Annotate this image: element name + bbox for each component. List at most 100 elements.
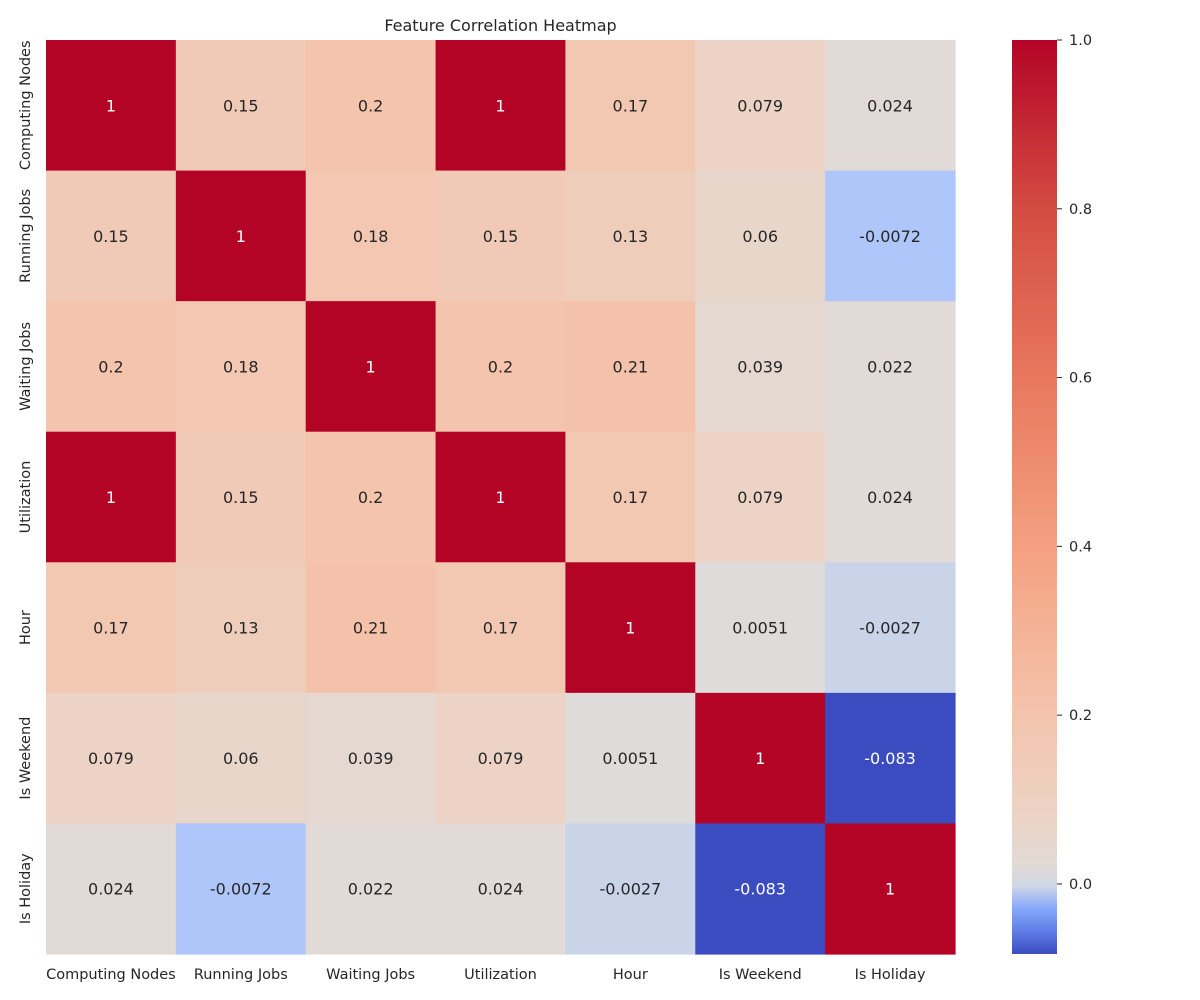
heatmap-cell — [695, 823, 826, 955]
heatmap-cell-label: 0.18 — [353, 227, 389, 246]
heatmap-cell — [305, 823, 437, 955]
column-tick-label: Computing Nodes — [46, 967, 176, 983]
colorbar-tick-label: 0.4 — [1069, 539, 1092, 555]
column-tick-label: Hour — [613, 967, 648, 983]
heatmap-cell — [435, 40, 567, 172]
heatmap-cell — [435, 562, 567, 694]
heatmap-cell-label: 0.15 — [93, 227, 129, 246]
row-tick-label: Is Holiday — [18, 853, 34, 924]
heatmap-cell-label: 0.17 — [613, 488, 649, 507]
chart-title: Feature Correlation Heatmap — [384, 16, 616, 35]
heatmap-cell — [46, 823, 177, 955]
heatmap-cell — [46, 170, 177, 302]
heatmap-cell — [565, 562, 696, 694]
heatmap-cell — [46, 431, 177, 563]
column-tick-labels: Computing Nodes Running Jobs Waiting Jobs U… — [46, 967, 926, 983]
row-tick-label: Utilization — [18, 461, 34, 534]
heatmap-cell — [565, 170, 696, 302]
colorbar-tick-label: 0.2 — [1069, 708, 1092, 724]
heatmap-cell — [825, 562, 956, 694]
heatmap-cell-label: 0.039 — [737, 357, 783, 376]
heatmap-cell — [46, 40, 177, 172]
heatmap-cell-label: -0.083 — [734, 880, 786, 899]
heatmap-cell — [435, 301, 567, 433]
heatmap-cell — [435, 170, 567, 302]
heatmap-cell — [825, 40, 956, 172]
heatmap-cell-label: 0.15 — [223, 488, 259, 507]
column-tick-label: Waiting Jobs — [326, 967, 415, 983]
heatmap-cell-label: 0.06 — [742, 227, 778, 246]
heatmap-cell — [435, 692, 567, 825]
heatmap-cell-label: 1 — [366, 357, 376, 376]
heatmap-cell-label: 1 — [885, 880, 895, 899]
heatmap-cell — [825, 301, 956, 433]
heatmap-cell — [435, 823, 567, 955]
colorbar-tick-label: 1.0 — [1069, 33, 1092, 49]
heatmap-cell-label: 0.06 — [223, 749, 259, 768]
heatmap-cell-label: 0.2 — [358, 96, 383, 115]
row-tick-label: Running Jobs — [18, 189, 34, 283]
heatmap-cell — [565, 823, 696, 955]
heatmap-cell-label: 0.18 — [223, 357, 259, 376]
heatmap-cell-label: 1 — [106, 96, 116, 115]
heatmap-cell — [175, 170, 307, 302]
heatmap-cell — [695, 301, 826, 433]
heatmap-cell — [565, 301, 696, 433]
heatmap-cell-label: 0.079 — [737, 488, 783, 507]
heatmap-cell-label: -0.0027 — [859, 619, 921, 638]
heatmap-cell — [175, 431, 307, 563]
colorbar-gradient — [1012, 40, 1057, 954]
heatmap-cell — [175, 562, 307, 694]
column-tick-label: Is Holiday — [855, 967, 926, 983]
heatmap-cell-label: 0.024 — [88, 880, 134, 899]
column-tick-label: Running Jobs — [194, 967, 288, 983]
heatmap-cell — [825, 823, 956, 955]
heatmap-cell — [825, 170, 956, 302]
heatmap-cell — [305, 170, 437, 302]
column-tick-label: Utilization — [464, 967, 537, 983]
heatmap-cell-label: 0.024 — [867, 488, 913, 507]
heatmap-cell — [695, 40, 826, 172]
heatmap-cell-label: 0.2 — [488, 357, 513, 376]
heatmap-cell-label: 0.21 — [353, 619, 389, 638]
heatmap-cell-label: 0.2 — [358, 488, 383, 507]
heatmap-cell-label: 0.13 — [613, 227, 649, 246]
heatmap-cell-label: 0.15 — [483, 227, 519, 246]
heatmap-cell — [695, 431, 826, 563]
heatmap-cell — [175, 301, 307, 433]
colorbar-tick-label: 0.6 — [1069, 371, 1092, 387]
heatmap-cell-label: -0.083 — [864, 749, 916, 768]
heatmap-cell — [305, 431, 437, 563]
heatmap-cell-label: -0.0027 — [599, 880, 661, 899]
heatmap-cell — [305, 692, 437, 825]
heatmap-cell-label: 0.17 — [483, 619, 519, 638]
heatmap-cell-label: 1 — [106, 488, 116, 507]
heatmap-cell-label: 0.024 — [867, 96, 913, 115]
heatmap-cell-label: 0.15 — [223, 96, 259, 115]
heatmap-cell-label: 0.17 — [613, 96, 649, 115]
heatmap-cell-label: 0.079 — [88, 749, 134, 768]
row-tick-label: Waiting Jobs — [18, 322, 34, 411]
heatmap-cell-label: 0.0051 — [732, 619, 788, 638]
heatmap-cell-label: 0.21 — [613, 357, 649, 376]
heatmap-cell — [695, 562, 826, 694]
heatmap-cell-label: 1 — [495, 488, 505, 507]
colorbar: 0.0 0.2 0.4 0.6 0.8 1.0 — [1012, 33, 1092, 954]
heatmap-cell-label: 1 — [236, 227, 246, 246]
column-tick-label: Is Weekend — [719, 967, 802, 983]
heatmap-cell-label: 1 — [625, 619, 635, 638]
row-tick-label: Computing Nodes — [18, 40, 34, 170]
heatmap-cell-label: 0.13 — [223, 619, 259, 638]
heatmap-cell — [175, 692, 307, 825]
heatmap-cell — [305, 562, 437, 694]
heatmap-cell — [46, 301, 177, 433]
heatmap-cell — [565, 692, 696, 825]
heatmap-cell-label: 0.079 — [478, 749, 524, 768]
colorbar-tick-label: 0.0 — [1069, 877, 1092, 893]
row-tick-label: Hour — [18, 610, 34, 645]
heatmap-cell-label: 0.022 — [867, 357, 913, 376]
heatmap-cell — [46, 562, 177, 694]
heatmap-cell — [825, 692, 956, 825]
heatmap-cell-label: -0.0072 — [210, 880, 272, 899]
